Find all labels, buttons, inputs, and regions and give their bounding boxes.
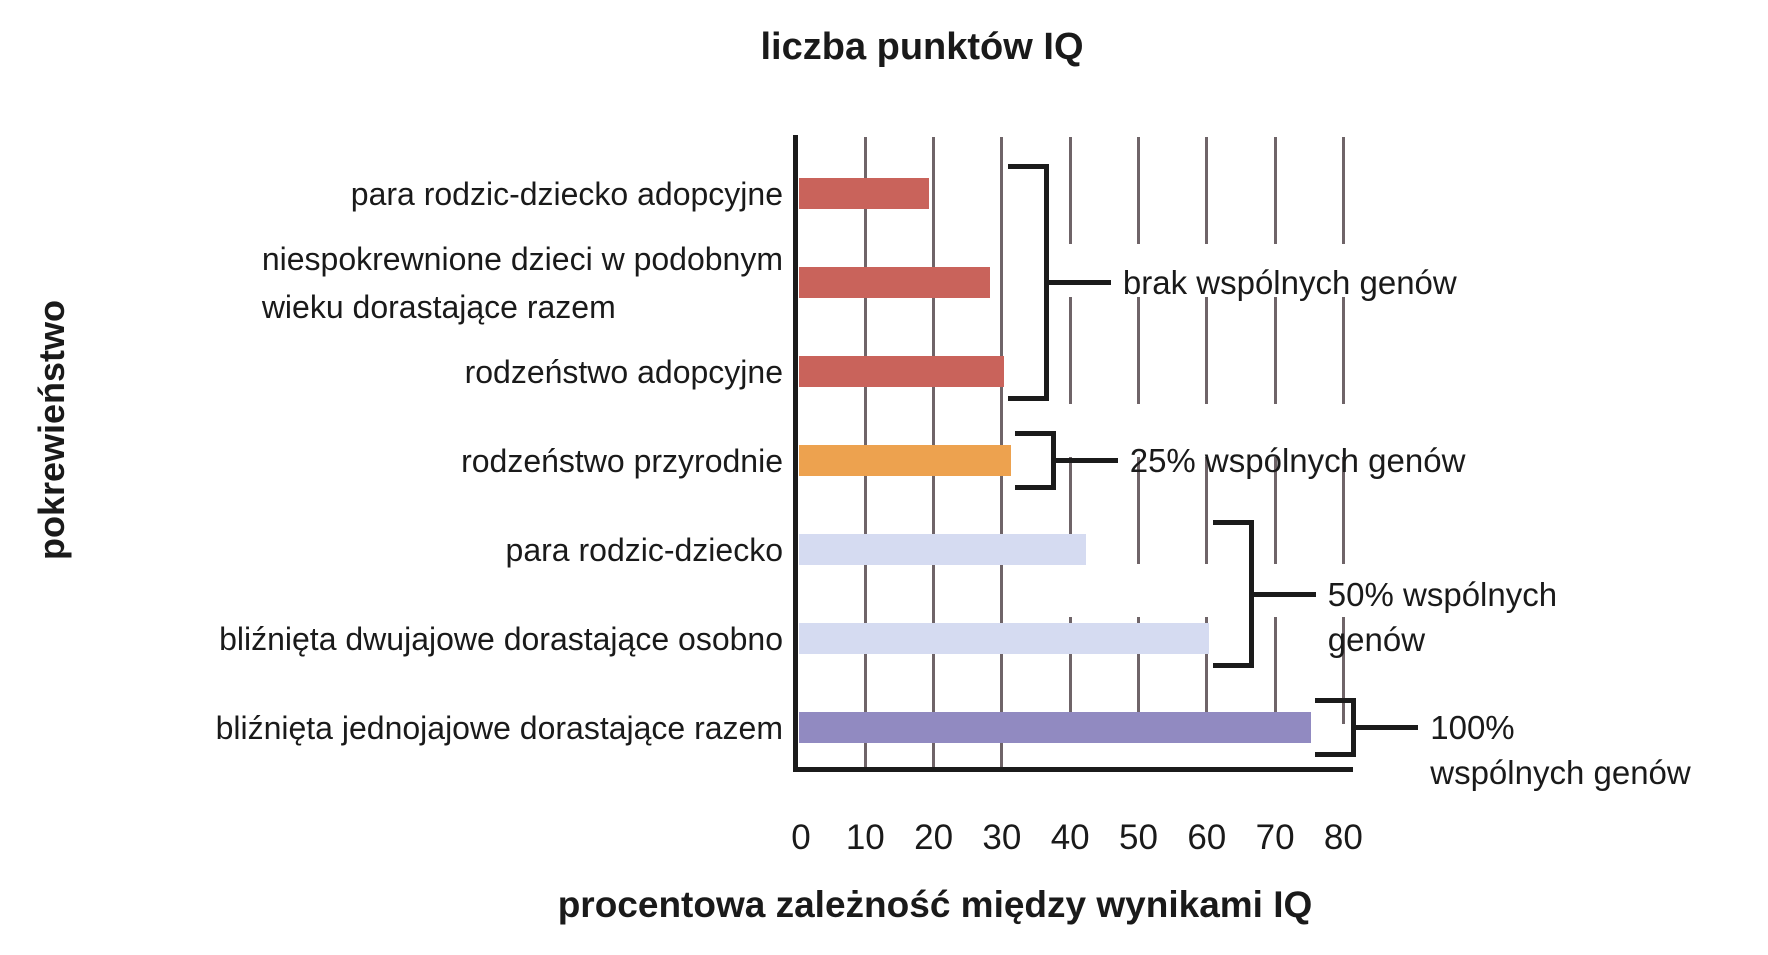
x-tick-label-20: 20 <box>914 818 954 857</box>
bracket-0-arm-top <box>1007 164 1044 169</box>
category-label-4: para rodzic-dziecko <box>505 531 783 568</box>
category-label-3: rodzeństwo przyrodnie <box>461 442 783 479</box>
category-label-1: niespokrewnione dzieci w podobnym wieku … <box>261 240 783 325</box>
bracket-3-connector <box>1356 725 1419 730</box>
bracket-3-vertical <box>1351 698 1357 757</box>
annotation-label-3: 100% wspólnych genów <box>1430 709 1691 791</box>
x-tick-label-70: 70 <box>1255 818 1295 857</box>
bracket-0-arm-bottom <box>1007 396 1044 401</box>
category-label-5: bliźnięta dwujajowe dorastające osobno <box>219 620 783 657</box>
y-axis-title: pokrewieństwo <box>31 299 72 561</box>
bracket-1-vertical <box>1050 431 1056 490</box>
bracket-2-arm-bottom <box>1212 663 1249 668</box>
bar-2 <box>799 356 1004 387</box>
bracket-0-vertical <box>1043 164 1049 401</box>
bracket-2-arm-top <box>1212 520 1249 525</box>
annotation-label-0: brak wspólnych genów <box>1122 264 1457 301</box>
category-label-6: bliźnięta jednojajowe dorastające razem <box>215 709 783 746</box>
x-tick-label-10: 10 <box>845 818 885 857</box>
chart-title: liczba punktów IQ <box>760 26 1084 68</box>
annotation-label-2: 50% wspólnych genów <box>1327 575 1558 658</box>
bar-0 <box>799 178 929 209</box>
x-tick-label-80: 80 <box>1323 818 1363 857</box>
bar-3 <box>799 445 1011 476</box>
bracket-1-arm-top <box>1014 431 1051 436</box>
category-label-2: rodzeństwo adopcyjne <box>464 353 783 390</box>
y-axis-line <box>793 135 798 772</box>
gridline-x-60 <box>1205 137 1209 767</box>
gridline-x-80 <box>1341 137 1345 767</box>
annotation-label-1: 25% wspólnych genów <box>1129 442 1466 479</box>
x-tick-label-0: 0 <box>791 818 811 857</box>
x-tick-label-50: 50 <box>1119 818 1158 857</box>
bracket-0-connector <box>1048 280 1111 285</box>
category-label-0: para rodzic-dziecko adopcyjne <box>350 175 783 212</box>
bar-6 <box>799 712 1312 743</box>
gridline-x-40 <box>1068 137 1072 767</box>
x-axis-title: procentowa zależność między wynikami IQ <box>557 884 1313 925</box>
x-tick-label-60: 60 <box>1187 818 1227 857</box>
bar-5 <box>799 623 1209 654</box>
bracket-2-vertical <box>1248 520 1254 668</box>
x-axis-line <box>793 767 1353 772</box>
gridline-x-50 <box>1137 137 1140 767</box>
bar-4 <box>799 534 1086 565</box>
x-tick-label-40: 40 <box>1050 818 1090 857</box>
bracket-1-arm-bottom <box>1014 485 1051 490</box>
bracket-3-arm-bottom <box>1315 752 1352 757</box>
gridline-x-70 <box>1273 137 1277 767</box>
bar-1 <box>799 267 991 298</box>
bracket-3-arm-top <box>1315 698 1352 703</box>
x-tick-label-30: 30 <box>982 818 1022 857</box>
bracket-2-connector <box>1253 591 1316 597</box>
bracket-1-connector <box>1055 458 1118 463</box>
